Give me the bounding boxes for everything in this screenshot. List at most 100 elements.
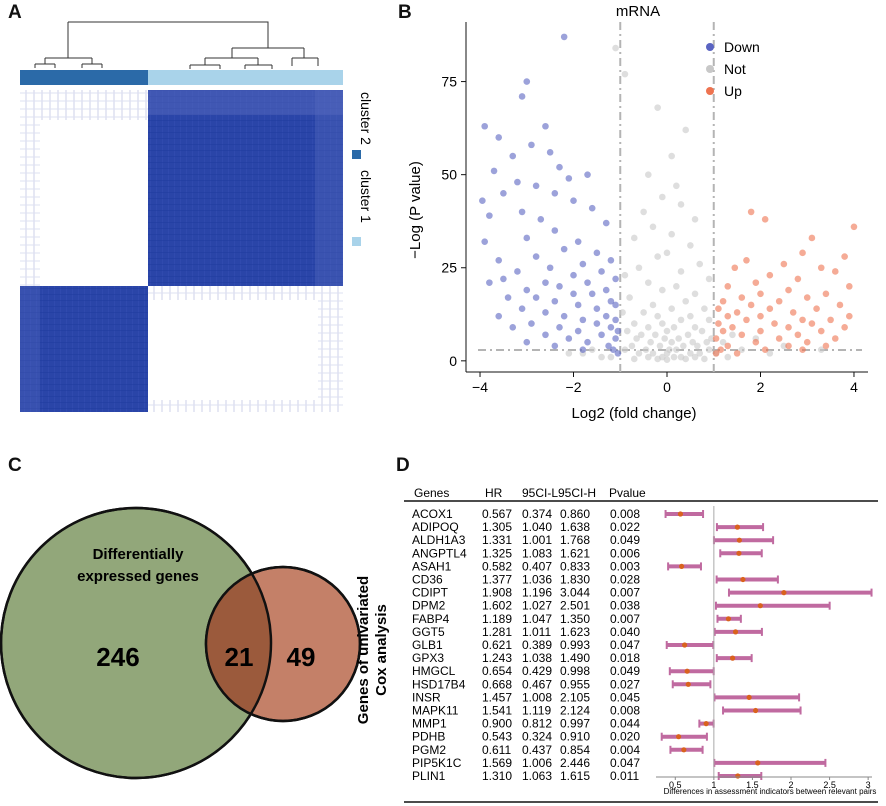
- volcano-point-up: [827, 316, 834, 324]
- volcano-point-not: [598, 353, 605, 361]
- forest-ci-lower: 1.038: [522, 651, 552, 665]
- forest-x-axis-label: Differences in assessment indicators bet…: [664, 787, 877, 796]
- venn-deg-label-line2: expressed genes: [77, 568, 199, 585]
- forest-pvalue: 0.007: [610, 612, 640, 626]
- forest-gene-name: INSR: [412, 690, 441, 704]
- venn-cox-label-line1: Genes of univariated: [355, 576, 372, 724]
- volcano-point-up: [785, 286, 792, 294]
- cluster1-block: [148, 90, 343, 286]
- volcano-point-up: [719, 327, 727, 335]
- forest-ci-lower: 0.389: [522, 638, 552, 652]
- volcano-point-not: [691, 324, 699, 331]
- volcano-point-not: [630, 355, 638, 363]
- volcano-point-up: [775, 297, 783, 305]
- forest-gene-name: PLIN1: [412, 769, 446, 783]
- volcano-point-up: [733, 309, 741, 316]
- volcano-y-tick-label: 75: [441, 74, 457, 90]
- forest-hr-value: 0.582: [482, 559, 512, 573]
- volcano-point-up: [766, 271, 774, 279]
- volcano-point-down: [588, 204, 596, 212]
- volcano-point-not: [654, 104, 661, 111]
- volcano-point-down: [546, 149, 554, 156]
- volcano-point-not: [673, 182, 680, 190]
- volcano-point-not: [668, 152, 675, 160]
- volcano-point-down: [551, 342, 559, 350]
- panel-a-heatmap: cluster 2 cluster 1: [20, 21, 374, 412]
- forest-hr-value: 1.457: [482, 690, 512, 704]
- forest-hr-point: [684, 668, 690, 674]
- forest-hr-value: 1.305: [482, 520, 512, 534]
- volcano-y-axis-label: −Log (P value): [407, 161, 424, 259]
- venn-deg-label-line1: Differentially: [93, 546, 185, 563]
- volcano-point-down: [556, 163, 563, 171]
- forest-pvalue: 0.006: [610, 546, 640, 560]
- volcano-point-up: [846, 283, 853, 290]
- cluster1-annotation-bar: [148, 70, 343, 85]
- volcano-point-down: [500, 275, 507, 283]
- panel-d-label: D: [396, 455, 410, 476]
- volcano-point-down: [509, 324, 517, 331]
- forest-ci-lower: 1.196: [522, 586, 552, 600]
- forest-hr-value: 1.377: [482, 573, 512, 587]
- forest-pvalue: 0.008: [610, 704, 640, 718]
- volcano-legend: Down Not Up: [706, 39, 760, 99]
- volcano-point-not: [656, 342, 664, 350]
- panel-c-venn-diagram: Differentially expressed genes 246 21 49…: [0, 506, 390, 780]
- venn-overlap-count: 21: [225, 642, 254, 672]
- forest-gene-name: MAPK11: [412, 704, 459, 718]
- forest-gene-name: PIP5K1C: [412, 756, 462, 770]
- volcano-point-not: [663, 350, 671, 357]
- volcano-point-not: [612, 44, 619, 52]
- volcano-point-not: [607, 353, 615, 361]
- volcano-y-tick-label: 0: [449, 353, 457, 369]
- volcano-point-down: [579, 260, 587, 268]
- volcano-point-not: [701, 355, 708, 363]
- forest-hr-value: 1.281: [482, 625, 512, 639]
- volcano-point-not: [682, 355, 689, 363]
- legend-not-label: Not: [724, 61, 746, 77]
- forest-ci-upper: 0.955: [560, 677, 590, 691]
- volcano-point-up: [794, 275, 802, 283]
- volcano-point-down: [612, 301, 619, 309]
- volcano-point-not: [640, 208, 647, 216]
- volcano-point-down: [532, 253, 540, 260]
- forest-pvalue: 0.049: [610, 664, 640, 678]
- forest-pvalue: 0.044: [610, 717, 640, 731]
- forest-ci-upper: 0.993: [560, 638, 590, 652]
- forest-hr-value: 0.668: [482, 677, 512, 691]
- forest-ci-lower: 0.437: [522, 743, 552, 757]
- volcano-x-tick-label: 2: [757, 379, 765, 395]
- volcano-title: mRNA: [616, 3, 660, 20]
- legend-down-label: Down: [724, 39, 760, 55]
- forest-hr-point: [703, 721, 709, 727]
- volcano-point-down: [542, 122, 549, 130]
- forest-ci-upper: 1.768: [560, 533, 590, 547]
- volcano-point-up: [808, 234, 816, 242]
- forest-header-hr: HR: [485, 486, 503, 500]
- forest-ci-upper: 2.501: [560, 599, 590, 613]
- volcano-point-up: [743, 256, 750, 264]
- volcano-point-down: [514, 178, 521, 186]
- volcano-point-down: [579, 316, 587, 324]
- volcano-point-not: [588, 346, 596, 353]
- forest-pvalue: 0.040: [610, 625, 640, 639]
- volcano-point-not: [691, 290, 699, 298]
- forest-pvalue: 0.022: [610, 520, 640, 534]
- forest-hr-point: [757, 603, 763, 609]
- volcano-point-up: [715, 320, 722, 327]
- volcano-point-up: [757, 290, 764, 298]
- forest-gene-name: MMP1: [412, 717, 447, 731]
- volcano-point-down: [486, 279, 493, 286]
- forest-gene-name: PGM2: [412, 743, 446, 757]
- forest-hr-value: 0.543: [482, 730, 512, 744]
- volcano-point-down: [612, 335, 619, 342]
- forest-hr-value: 0.567: [482, 507, 512, 521]
- volcano-point-up: [757, 327, 764, 335]
- cluster2-legend-key: [352, 150, 361, 159]
- volcano-point-up: [813, 305, 820, 313]
- volcano-point-not: [687, 350, 694, 357]
- volcano-point-up: [766, 305, 774, 313]
- volcano-point-up: [752, 338, 760, 346]
- volcano-point-down: [481, 238, 488, 245]
- forest-table-rows: ACOX1 0.567 0.374 0.860 0.008 ADIPOQ 1.305 1.04…: [412, 507, 640, 783]
